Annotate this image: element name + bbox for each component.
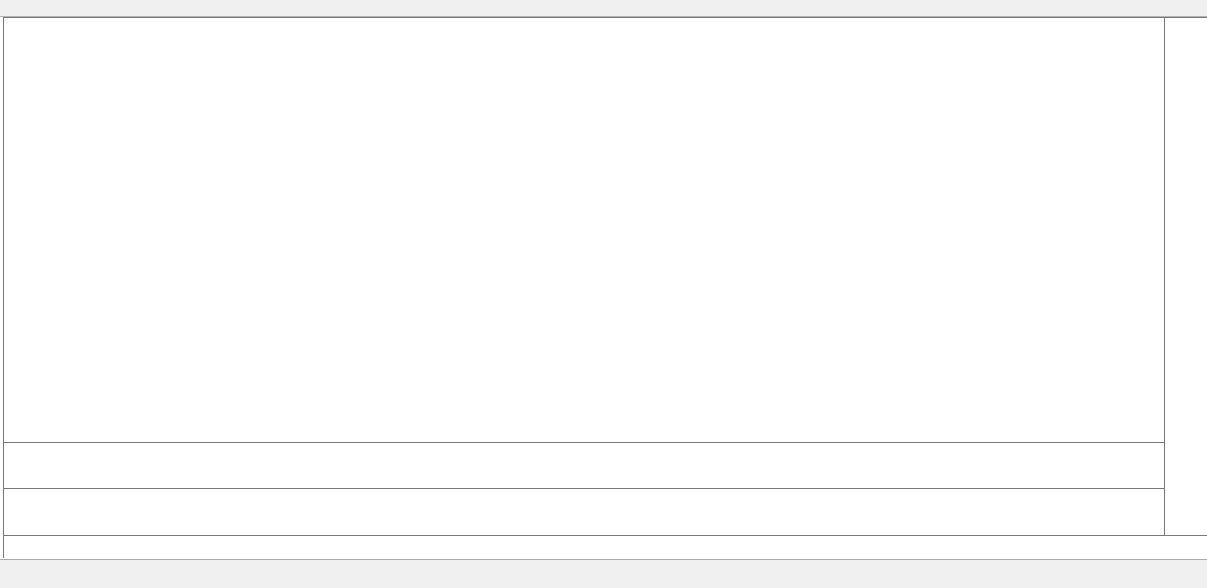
macd-panel-divider[interactable] (4, 442, 1207, 443)
time-axis-divider (4, 535, 1207, 536)
price-axis[interactable] (1165, 18, 1207, 535)
rsi-panel[interactable] (4, 489, 1164, 534)
chart-left-border (3, 17, 4, 558)
time-axis[interactable] (4, 536, 1207, 559)
main-price-chart[interactable] (4, 18, 1164, 442)
macd-panel[interactable] (4, 443, 1164, 488)
chart-tabs-bar (0, 559, 1207, 588)
price-axis-separator (1164, 17, 1165, 535)
timeframe-toolbar (0, 0, 1207, 17)
chart-top-border (4, 17, 1207, 18)
rsi-panel-divider[interactable] (4, 488, 1207, 489)
